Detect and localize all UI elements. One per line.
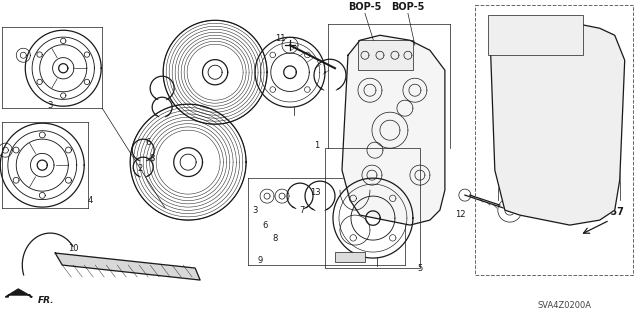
Bar <box>358 40 413 70</box>
Text: B-57: B-57 <box>599 207 624 217</box>
Text: 11: 11 <box>275 34 285 43</box>
Text: 8: 8 <box>150 154 155 163</box>
Polygon shape <box>55 253 200 280</box>
Text: 2: 2 <box>138 164 143 173</box>
Text: 1: 1 <box>314 141 319 150</box>
Text: 9: 9 <box>257 256 262 264</box>
Bar <box>475 5 633 275</box>
Polygon shape <box>5 289 32 297</box>
Text: 12: 12 <box>454 210 465 219</box>
Text: 4: 4 <box>88 196 93 204</box>
Bar <box>488 15 583 55</box>
Text: 13: 13 <box>310 188 320 197</box>
Text: BOP-5: BOP-5 <box>391 2 424 12</box>
Polygon shape <box>490 18 625 225</box>
Bar <box>335 252 365 262</box>
Text: 7: 7 <box>300 206 305 215</box>
Text: 10: 10 <box>68 244 79 253</box>
Text: 5: 5 <box>417 263 422 272</box>
Text: 6: 6 <box>145 138 151 147</box>
Text: BOP-5: BOP-5 <box>348 2 381 12</box>
Text: 8: 8 <box>273 234 278 242</box>
Text: SVA4Z0200A: SVA4Z0200A <box>538 300 592 309</box>
Text: 6: 6 <box>262 220 268 230</box>
Polygon shape <box>342 35 445 225</box>
Text: 3: 3 <box>252 206 258 215</box>
Text: 3: 3 <box>47 101 53 110</box>
Bar <box>325 148 420 268</box>
Text: FR.: FR. <box>38 295 55 305</box>
